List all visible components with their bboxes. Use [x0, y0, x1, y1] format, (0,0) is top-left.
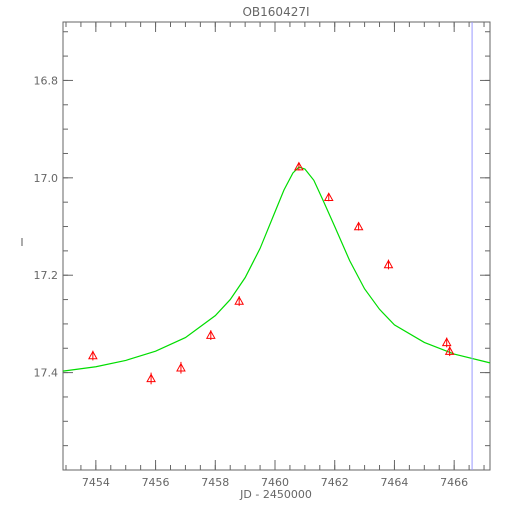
data-point: [353, 221, 364, 231]
x-tick-label: 7456: [142, 476, 170, 489]
data-points-layer: [88, 161, 455, 385]
data-point: [205, 330, 216, 340]
triangle-marker: [234, 295, 245, 305]
y-axis-title: I: [20, 236, 23, 249]
chart-title: OB160427I: [242, 5, 309, 19]
fit-curve-layer: [62, 166, 491, 372]
y-tick-label: 17.0: [34, 172, 59, 185]
axis-ticks: 7454 7456 7458 7460 7462 7464 7466 16.8 17.0 17.2…: [34, 22, 490, 489]
triangle-marker: [353, 221, 364, 231]
y-tick-label: 17.4: [34, 367, 59, 380]
data-point: [234, 295, 245, 306]
data-point: [146, 372, 156, 385]
data-point: [88, 350, 98, 361]
triangle-marker: [441, 337, 452, 347]
triangle-marker: [294, 161, 304, 171]
data-point: [383, 259, 394, 270]
data-point: [294, 161, 304, 171]
plot-border: [62, 21, 491, 471]
y-tick-label: 16.8: [34, 74, 59, 87]
triangle-marker: [88, 350, 98, 360]
x-tick-label: 7460: [261, 476, 289, 489]
triangle-marker: [146, 373, 156, 383]
triangle-marker: [205, 330, 216, 339]
triangle-marker: [323, 192, 334, 202]
fit-curve: [62, 166, 491, 372]
x-axis-title: JD - 2450000: [239, 488, 312, 501]
y-tick-label: 17.2: [34, 269, 59, 282]
x-tick-label: 7464: [380, 476, 408, 489]
triangle-marker: [176, 362, 186, 372]
data-point: [441, 337, 452, 348]
triangle-marker: [444, 346, 455, 355]
x-tick-label: 7454: [82, 476, 110, 489]
x-tick-label: 7466: [440, 476, 468, 489]
data-point: [444, 346, 455, 357]
data-point: [176, 361, 186, 374]
x-tick-label: 7458: [201, 476, 229, 489]
x-tick-label: 7462: [321, 476, 349, 489]
data-point: [323, 192, 334, 202]
triangle-marker: [383, 259, 394, 269]
plot-frame: [62, 21, 491, 471]
